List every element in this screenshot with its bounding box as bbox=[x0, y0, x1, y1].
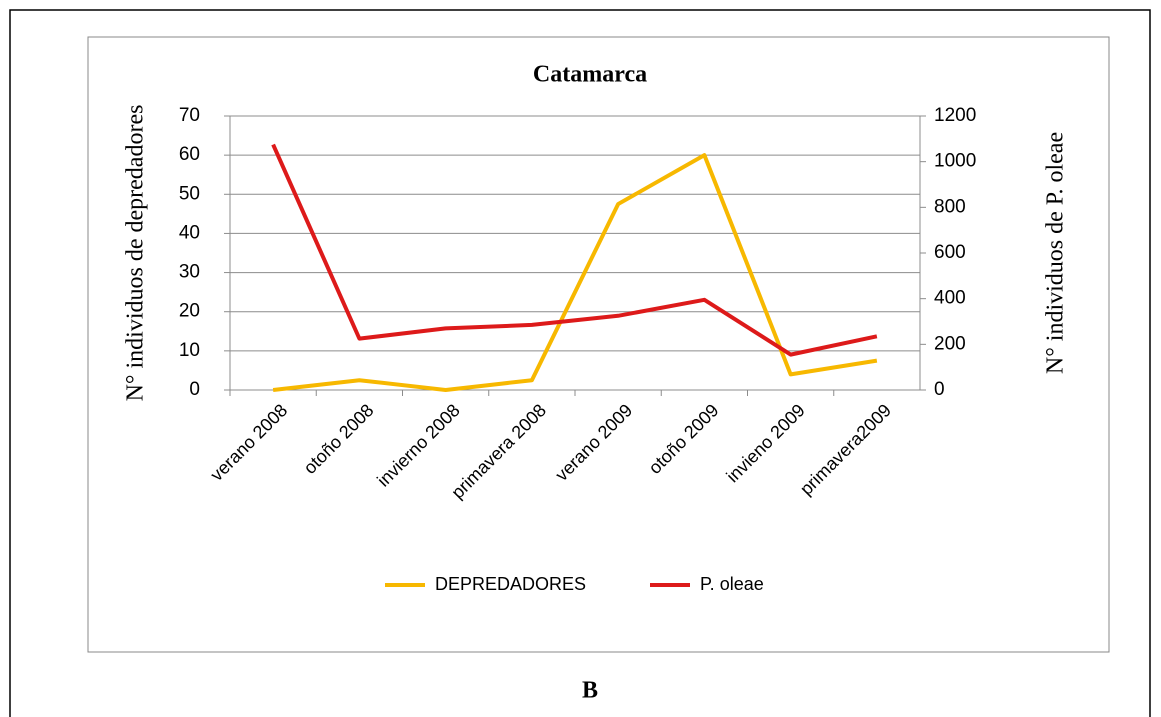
y-tick-label: 70 bbox=[179, 105, 200, 126]
x-tick-label: verano 2008 bbox=[206, 400, 291, 485]
legend-label: DEPREDADORES bbox=[435, 574, 586, 594]
panel-label: B bbox=[582, 678, 598, 704]
y-tick-label: 20 bbox=[179, 301, 200, 322]
y-axis-label: N° individuos de depredadores bbox=[123, 105, 149, 402]
outer-frame bbox=[9, 9, 1151, 717]
x-tick-label: otoño 2008 bbox=[300, 400, 378, 478]
y2-axis-label: N° individuos de P. oleae bbox=[1043, 132, 1069, 374]
y2-tick-label: 1200 bbox=[934, 105, 976, 126]
x-tick-label: invieno 2009 bbox=[722, 400, 808, 486]
series-line bbox=[272, 153, 878, 392]
y-tick-label: 30 bbox=[179, 262, 200, 283]
x-tick-label: invierno 2008 bbox=[373, 400, 464, 491]
y2-tick-label: 600 bbox=[934, 242, 966, 263]
y-tick-label: 40 bbox=[179, 222, 200, 243]
y-tick-label: 50 bbox=[179, 183, 200, 204]
y-tick-label: 0 bbox=[189, 379, 200, 400]
y2-tick-label: 800 bbox=[934, 196, 966, 217]
x-tick-label: otoño 2009 bbox=[645, 400, 723, 478]
chart-frame bbox=[87, 36, 1110, 653]
series-line bbox=[271, 143, 878, 357]
y2-tick-label: 1000 bbox=[934, 151, 976, 172]
y2-tick-label: 200 bbox=[934, 333, 966, 354]
y2-tick-label: 400 bbox=[934, 288, 966, 309]
chart-title: Catamarca bbox=[533, 62, 647, 88]
y2-tick-label: 0 bbox=[934, 379, 945, 400]
x-tick-label: verano 2009 bbox=[551, 400, 636, 485]
y-tick-label: 10 bbox=[179, 340, 200, 361]
x-tick-label: primavera 2008 bbox=[447, 400, 550, 503]
x-tick-label: primavera2009 bbox=[796, 400, 895, 499]
legend-label: P. oleae bbox=[700, 574, 764, 594]
y-tick-label: 60 bbox=[179, 144, 200, 165]
